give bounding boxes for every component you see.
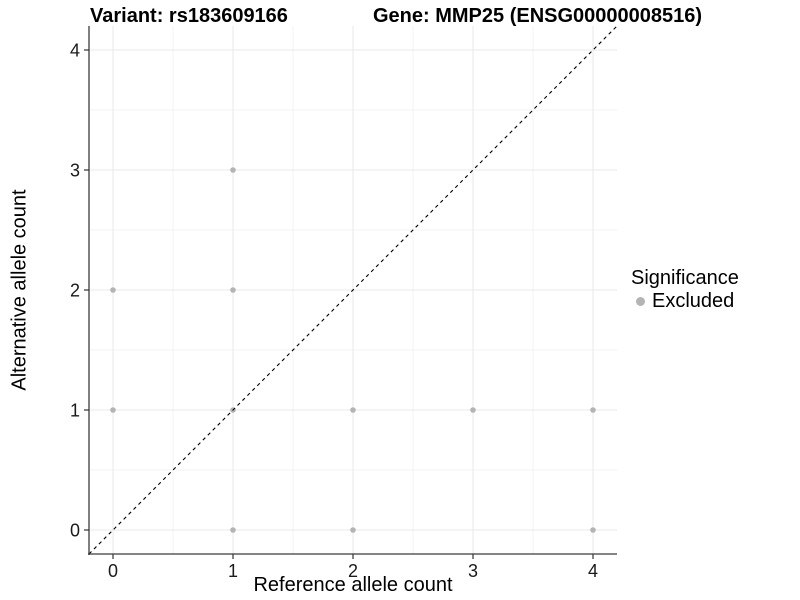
x-axis-title: Reference allele count — [253, 574, 453, 596]
legend-item-label: Excluded — [652, 290, 735, 312]
plot-title-gene: Gene: MMP25 (ENSG00000008516) — [373, 5, 703, 27]
y-axis-title: Alternative allele count — [8, 189, 31, 391]
data-point — [350, 527, 356, 533]
x-tick-label: 4 — [588, 561, 598, 581]
x-tick-label: 2 — [348, 561, 358, 581]
data-point — [590, 407, 596, 413]
legend-point-swatch-icon — [636, 297, 645, 306]
legend-title: Significance — [631, 267, 739, 289]
data-point — [470, 407, 476, 413]
y-tick-label: 1 — [70, 401, 80, 421]
legend-item-excluded: Excluded — [631, 290, 739, 313]
plot-title-variant: Variant: rs183609166 — [90, 5, 288, 27]
y-tick-label: 2 — [70, 281, 80, 301]
x-tick-label: 3 — [468, 561, 478, 581]
y-tick-label: 3 — [70, 161, 80, 181]
legend: Significance Excluded — [631, 267, 739, 313]
data-point — [110, 407, 116, 413]
x-tick-label: 0 — [108, 561, 118, 581]
data-point — [230, 287, 236, 293]
y-tick-label: 0 — [70, 521, 80, 541]
y-tick-label: 4 — [70, 41, 80, 61]
identity-reference-line — [88, 25, 618, 555]
x-tick-label: 1 — [228, 561, 238, 581]
data-point — [230, 527, 236, 533]
data-point — [110, 287, 116, 293]
data-point — [590, 527, 596, 533]
data-point — [350, 407, 356, 413]
data-point — [230, 167, 236, 173]
